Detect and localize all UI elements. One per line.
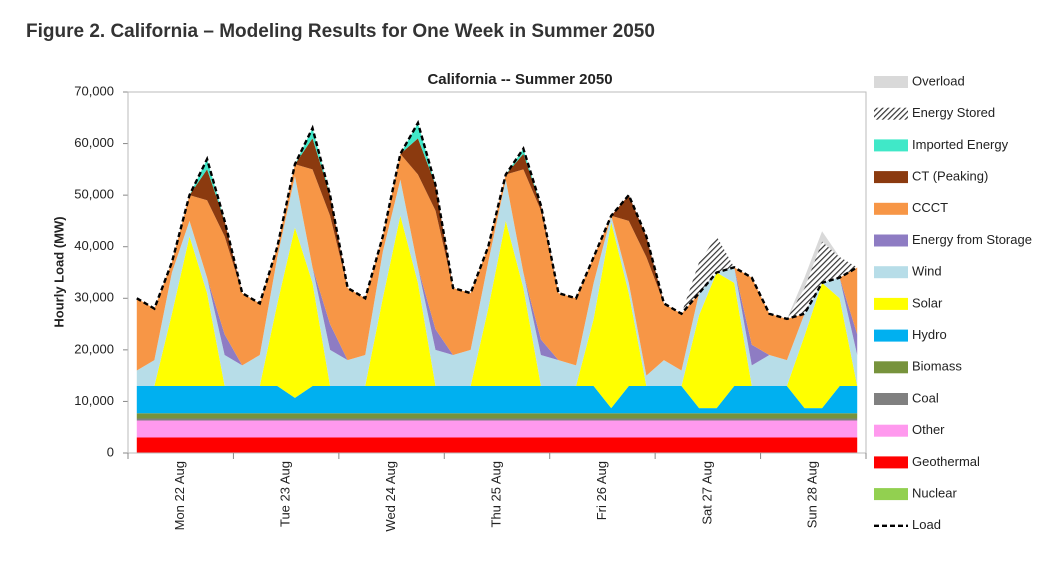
legend-swatch xyxy=(874,202,908,215)
legend-swatch xyxy=(874,329,908,342)
area xyxy=(136,215,858,409)
plot-frame xyxy=(127,91,867,454)
legend-label: Energy from Storage xyxy=(912,232,1032,247)
legend-label: Nuclear xyxy=(912,486,957,501)
legend-label: Hydro xyxy=(912,327,947,342)
y-tick-label: 70,000 xyxy=(74,83,114,98)
y-tick-label: 30,000 xyxy=(74,290,114,305)
y-axis-label: Hourly Load (MW) xyxy=(51,216,66,327)
area xyxy=(136,153,858,376)
legend-label: Solar xyxy=(912,295,943,310)
x-tick-label: Tue 23 Aug xyxy=(278,461,293,527)
legend-label: Imported Energy xyxy=(912,137,1009,152)
legend-label: CCCT xyxy=(912,200,948,215)
figure-title: Figure 2. California – Modeling Results … xyxy=(26,21,655,42)
legend-swatch xyxy=(874,424,908,437)
legend-swatch xyxy=(874,107,908,120)
x-tick-label: Sun 28 Aug xyxy=(805,461,820,528)
legend-swatch xyxy=(874,139,908,152)
legend-label: Biomass xyxy=(912,359,962,374)
legend-label: Overload xyxy=(912,73,965,88)
legend-swatch xyxy=(874,297,908,310)
x-tick-label: Wed 24 Aug xyxy=(383,461,398,532)
legend-label: Load xyxy=(912,517,941,532)
legend-label: Geothermal xyxy=(912,454,980,469)
y-tick-label: 0 xyxy=(107,444,114,459)
legend-label: Energy Stored xyxy=(912,105,995,120)
legend-swatch xyxy=(874,361,908,374)
legend-swatch xyxy=(874,393,908,405)
x-tick-label: Sat 27 Aug xyxy=(699,461,714,525)
y-tick-label: 60,000 xyxy=(74,135,114,150)
legend-label: Wind xyxy=(912,264,942,279)
legend-swatch xyxy=(874,234,908,247)
area xyxy=(136,413,858,419)
legend-swatch xyxy=(874,456,908,469)
legend-label: CT (Peaking) xyxy=(912,169,988,184)
x-tick-label: Thu 25 Aug xyxy=(488,461,503,528)
y-tick-label: 10,000 xyxy=(74,393,114,408)
area xyxy=(136,176,858,386)
area xyxy=(136,385,858,414)
legend-label: Coal xyxy=(912,390,939,405)
area xyxy=(136,437,858,453)
area xyxy=(136,420,858,438)
y-tick-label: 20,000 xyxy=(74,341,114,356)
legend-swatch xyxy=(874,488,908,501)
x-tick-label: Mon 22 Aug xyxy=(172,461,187,530)
chart-title: California -- Summer 2050 xyxy=(427,71,612,88)
y-tick-label: 40,000 xyxy=(74,238,114,253)
legend-swatch xyxy=(874,76,908,88)
x-tick-label: Fri 26 Aug xyxy=(594,461,609,520)
legend-swatch xyxy=(874,171,908,184)
legend-label: Other xyxy=(912,422,945,437)
legend-swatch xyxy=(874,266,908,279)
area xyxy=(136,418,858,421)
y-tick-label: 50,000 xyxy=(74,187,114,202)
load-line xyxy=(136,119,858,321)
